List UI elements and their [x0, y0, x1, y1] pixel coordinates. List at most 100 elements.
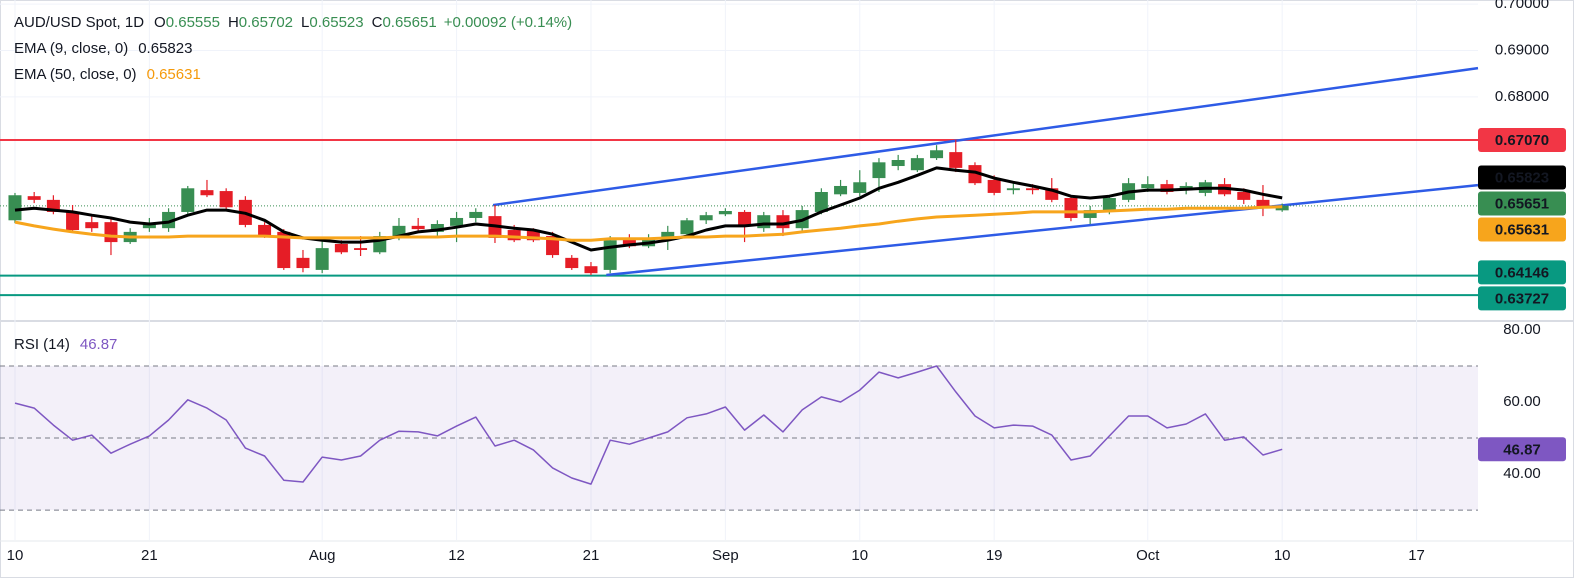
candle-body	[181, 188, 195, 212]
candle-body	[603, 240, 617, 270]
trendline	[492, 66, 1479, 207]
price-label: 0.65651	[1495, 195, 1549, 212]
candle-body	[507, 230, 521, 241]
price-label-box	[1478, 286, 1566, 311]
price-label-box	[1478, 217, 1566, 242]
x-tick-label: 12	[448, 547, 465, 564]
price-label-box	[1478, 191, 1566, 216]
candle-body	[1083, 210, 1097, 218]
y-tick-label: 0.69000	[1495, 42, 1549, 59]
legend-name: EMA (50, close, 0)	[14, 66, 137, 83]
candle-body	[469, 211, 483, 218]
candle-body	[834, 185, 848, 195]
candle-body	[622, 237, 636, 247]
legend-entry: EMA (50, close, 0) 0.65631	[14, 66, 201, 83]
legend-value: 0.65823	[138, 40, 192, 57]
candle-body	[142, 224, 156, 229]
x-tick-label: 17	[1408, 547, 1425, 564]
legend-name: EMA (9, close, 0)	[14, 40, 128, 57]
candle-body	[872, 162, 886, 179]
candle-body	[718, 211, 732, 215]
candle-body	[1064, 198, 1078, 218]
price-label: 0.64146	[1495, 264, 1549, 281]
x-tick-label: Sep	[712, 547, 739, 564]
candle-body	[738, 211, 752, 226]
candle-body	[891, 160, 905, 167]
y-tick-label: 60.00	[1503, 393, 1541, 410]
candle-body	[565, 257, 579, 269]
ema-line	[14, 166, 1283, 252]
candle-body	[85, 222, 99, 229]
candle-body	[354, 248, 368, 250]
candle-body	[1237, 192, 1251, 200]
legend-entry: EMA (9, close, 0) 0.65823	[14, 40, 192, 57]
candle-body	[27, 196, 41, 200]
candle-body	[258, 224, 272, 236]
candle-body	[200, 190, 214, 196]
candle-body	[277, 231, 291, 269]
candle-body	[8, 195, 22, 221]
candle-body	[526, 230, 540, 241]
candle-body	[987, 179, 1001, 193]
ohlc-label: H	[228, 14, 239, 31]
candle-body	[1102, 198, 1116, 212]
candle-body	[814, 192, 828, 212]
price-label-box	[1478, 128, 1566, 153]
y-tick-label: 40.00	[1503, 465, 1541, 482]
x-tick-label: 10	[1274, 547, 1291, 564]
candle-body	[1026, 188, 1040, 191]
y-tick-label: 0.70000	[1495, 0, 1549, 12]
x-tick-label: 10	[7, 547, 24, 564]
rsi-value: 46.87	[80, 336, 118, 353]
candle-body	[1256, 199, 1270, 209]
candle-body	[546, 236, 560, 256]
ohlc-label: C	[372, 14, 383, 31]
x-tick-label: Oct	[1136, 547, 1160, 564]
rsi-legend: RSI (14) 46.87	[14, 336, 117, 353]
legend-value: 0.65631	[147, 66, 201, 83]
price-label: 0.65631	[1495, 221, 1549, 238]
legend-header: AUD/USD Spot, 1D O0.65555 H0.65702 L0.65523…	[14, 14, 572, 31]
price-label-box	[1478, 165, 1566, 190]
candle-body	[757, 215, 771, 229]
ohlc-value: 0.65651	[382, 14, 436, 31]
trendline	[606, 183, 1479, 277]
y-tick-label: 80.00	[1503, 321, 1541, 338]
candle-body	[661, 231, 675, 241]
ohlc-value: 0.65523	[309, 14, 363, 31]
candle-body	[968, 165, 982, 184]
x-tick-label: 10	[851, 547, 868, 564]
ohlc-value: 0.65555	[166, 14, 220, 31]
candle-body	[219, 191, 233, 208]
price-label-box	[1478, 260, 1566, 285]
symbol-title: AUD/USD Spot, 1D	[14, 14, 144, 31]
grid-layer	[0, 0, 1478, 540]
ohlc-label: O	[154, 14, 166, 31]
candle-body	[334, 243, 348, 253]
candle-body	[699, 215, 713, 221]
candle-body	[853, 182, 867, 193]
x-tick-label: 21	[583, 547, 600, 564]
price-label: 0.67070	[1495, 132, 1549, 149]
price-label: 0.63727	[1495, 290, 1549, 307]
candle-body	[315, 248, 329, 270]
candle-body	[450, 217, 464, 226]
candle-body	[1045, 188, 1059, 200]
marks-layer	[0, 66, 1479, 511]
candle-body	[430, 224, 444, 232]
rsi-line	[14, 365, 1283, 485]
ema-line	[14, 205, 1283, 242]
x-tick-label: 21	[141, 547, 158, 564]
candle-body	[296, 257, 310, 269]
candle-body	[930, 150, 944, 159]
candle-body	[66, 211, 80, 231]
ohlc-label: L	[301, 14, 309, 31]
y-tick-label: 0.68000	[1495, 88, 1549, 105]
price-label-box	[1478, 437, 1566, 462]
candle-body	[1006, 188, 1020, 191]
candle-body	[104, 222, 118, 243]
price-label: 46.87	[1503, 441, 1541, 458]
x-tick-label: Aug	[309, 547, 336, 564]
rsi-title: RSI (14)	[14, 336, 70, 353]
